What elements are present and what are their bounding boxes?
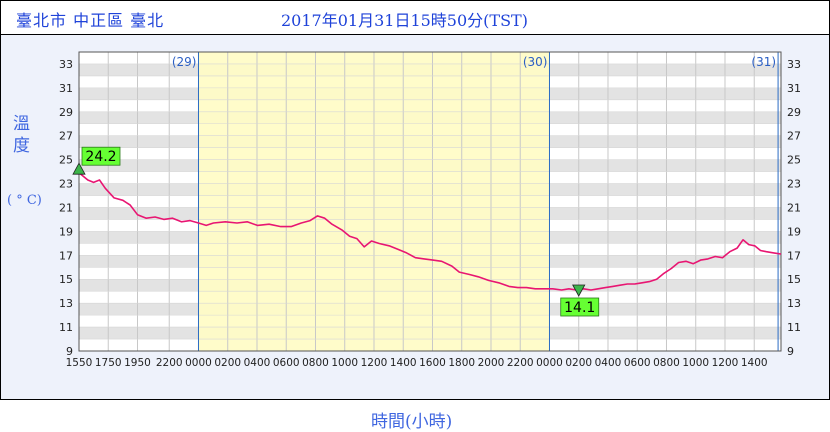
- location-title: 臺北市 中正區 臺北: [16, 11, 165, 30]
- y-tick-label-left: 31: [59, 82, 73, 95]
- y-tick-label-left: 25: [59, 154, 73, 167]
- day-marker-label: (29): [172, 55, 197, 69]
- plot-border: [78, 51, 782, 352]
- x-tick-label: 2000: [478, 357, 505, 369]
- y-tick-label-left: 13: [59, 297, 73, 310]
- x-tick-label: 0000: [536, 357, 563, 369]
- x-tick-label: 0600: [624, 357, 651, 369]
- y-tick-label-left: 21: [59, 201, 73, 214]
- x-tick-label: 1000: [331, 357, 358, 369]
- x-tick-label: 1600: [419, 357, 446, 369]
- y-tick-label-left: 23: [59, 178, 73, 191]
- min-value-box: [560, 297, 600, 317]
- x-tick-label: 0800: [302, 357, 329, 369]
- max-marker-icon: [72, 162, 86, 175]
- y-tick-label-right: 9: [787, 345, 794, 358]
- x-tick-label: 2200: [507, 357, 534, 369]
- header-bar: 臺北市 中正區 臺北 2017年01月31日15時50分(TST): [1, 1, 829, 35]
- min-value-text: 14.1: [564, 300, 595, 316]
- y-tick-label-left: 17: [59, 249, 73, 262]
- x-tick-label: 0200: [214, 357, 241, 369]
- y-tick-label-right: 21: [787, 201, 801, 214]
- x-tick-label: 0200: [565, 357, 592, 369]
- x-tick-label: 1800: [448, 357, 475, 369]
- y-tick-label-left: 9: [66, 345, 73, 358]
- y-tick-label-right: 25: [787, 154, 801, 167]
- y-tick-label-right: 11: [787, 321, 801, 334]
- x-tick-label: 2200: [156, 357, 183, 369]
- x-tick-label: 1950: [124, 357, 151, 369]
- x-tick-label: 1400: [741, 357, 768, 369]
- y-tick-label-left: 33: [59, 58, 73, 71]
- x-axis-label: 時間(小時): [371, 412, 453, 432]
- x-tick-label: 1750: [95, 357, 122, 369]
- y-tick-label-left: 19: [59, 225, 73, 238]
- x-tick-label: 1200: [712, 357, 739, 369]
- y-tick-label-right: 19: [787, 225, 801, 238]
- observation-timestamp: 2017年01月31日15時50分(TST): [281, 11, 528, 30]
- y-tick-label-right: 29: [787, 106, 801, 119]
- y-tick-label-left: 29: [59, 106, 73, 119]
- y-axis-label-char-2: 度: [13, 136, 30, 156]
- x-tick-label: 0000: [185, 357, 212, 369]
- y-tick-label-right: 27: [787, 130, 801, 143]
- x-tick-label: 0400: [244, 357, 271, 369]
- y-axis-label-char-1: 溫: [13, 114, 30, 134]
- temperature-line: [78, 172, 782, 291]
- min-marker-icon: [572, 284, 586, 297]
- min-value-label: 14.1: [560, 297, 600, 317]
- x-tick-label: 1550: [66, 357, 93, 369]
- y-tick-label-right: 17: [787, 249, 801, 262]
- max-value-text: 24.2: [85, 149, 116, 165]
- y-tick-label-left: 27: [59, 130, 73, 143]
- y-tick-label-right: 13: [787, 297, 801, 310]
- day-marker-label: (31): [751, 55, 776, 69]
- y-axis-unit: ( ° C): [7, 193, 42, 208]
- y-tick-label-left: 11: [59, 321, 73, 334]
- x-tick-label: 1000: [682, 357, 709, 369]
- plot-panel: 溫 度 ( ° C) 時間(小時) (29) (30) (31) 9 9 11 11 13 13…: [1, 35, 829, 432]
- y-tick-label-right: 23: [787, 178, 801, 191]
- x-tick-label: 1200: [361, 357, 388, 369]
- x-tick-label: 0600: [273, 357, 300, 369]
- temperature-chart: (29) (30) (31) 9 9 11 11 13 13 15 15 17 17 19 19 21 21 23…: [59, 51, 801, 369]
- max-value-box: [81, 146, 121, 166]
- y-tick-label-right: 33: [787, 58, 801, 71]
- x-tick-label: 0800: [653, 357, 680, 369]
- y-tick-label-right: 15: [787, 273, 801, 286]
- day-marker-label: (30): [523, 55, 548, 69]
- max-value-label: 24.2: [81, 146, 121, 166]
- y-tick-label-right: 31: [787, 82, 801, 95]
- y-tick-label-left: 15: [59, 273, 73, 286]
- x-tick-label: 0400: [595, 357, 622, 369]
- x-tick-label: 1400: [390, 357, 417, 369]
